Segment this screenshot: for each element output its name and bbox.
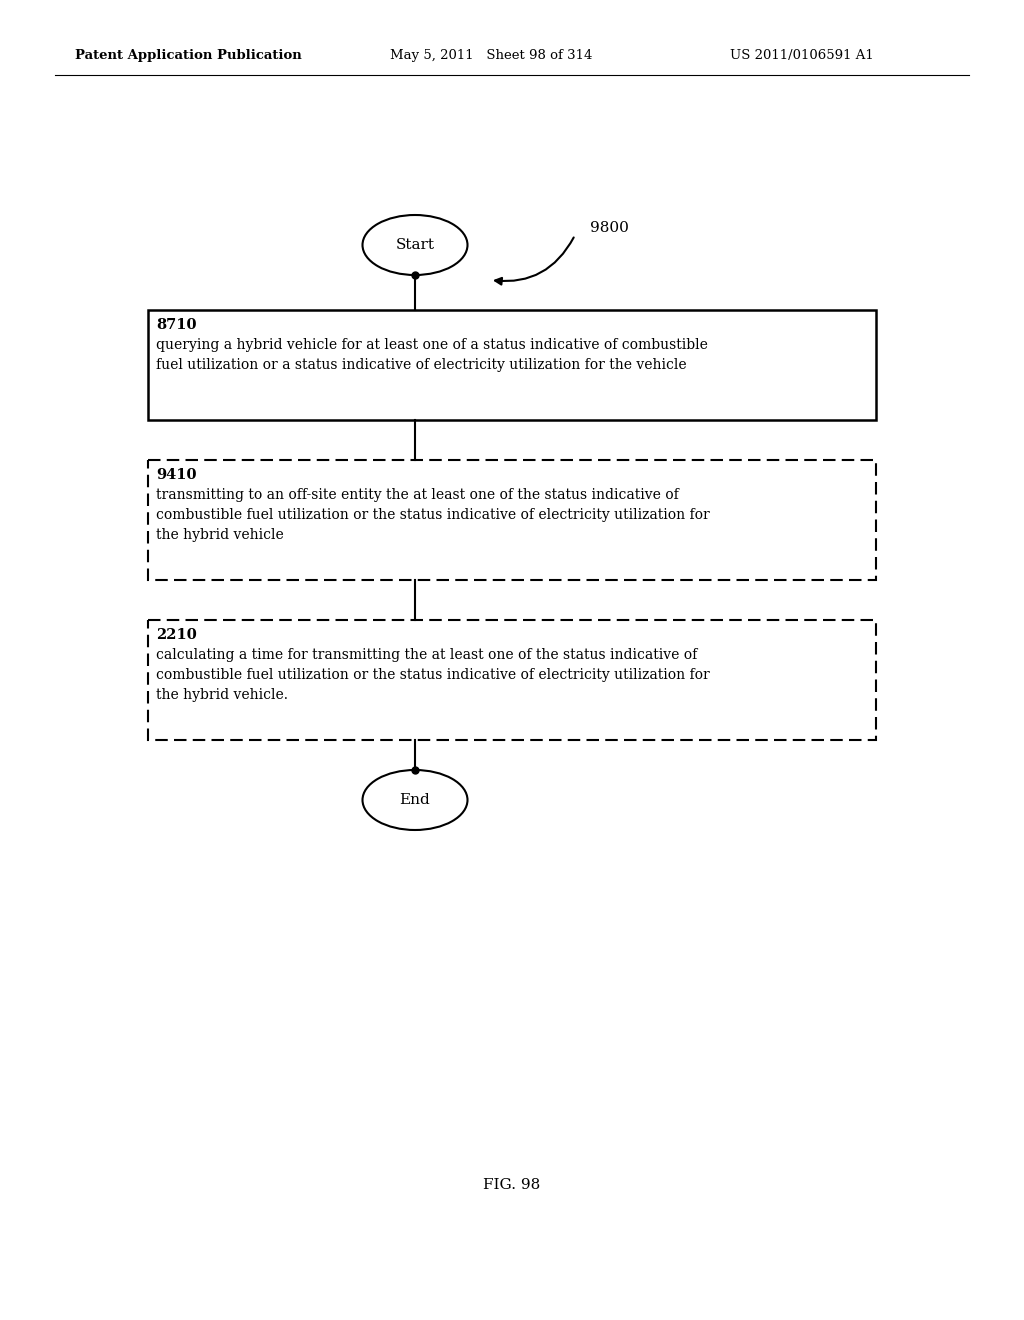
Text: 9800: 9800 xyxy=(590,220,629,235)
Text: US 2011/0106591 A1: US 2011/0106591 A1 xyxy=(730,49,873,62)
Text: 8710: 8710 xyxy=(156,318,197,333)
Text: Patent Application Publication: Patent Application Publication xyxy=(75,49,302,62)
Ellipse shape xyxy=(362,770,468,830)
Text: transmitting to an off-site entity the at least one of the status indicative of
: transmitting to an off-site entity the a… xyxy=(156,488,710,543)
Text: Start: Start xyxy=(395,238,434,252)
Text: querying a hybrid vehicle for at least one of a status indicative of combustible: querying a hybrid vehicle for at least o… xyxy=(156,338,708,372)
Text: End: End xyxy=(399,793,430,807)
Bar xyxy=(148,459,876,579)
Text: calculating a time for transmitting the at least one of the status indicative of: calculating a time for transmitting the … xyxy=(156,648,710,702)
Text: May 5, 2011   Sheet 98 of 314: May 5, 2011 Sheet 98 of 314 xyxy=(390,49,592,62)
Bar xyxy=(148,310,876,420)
Bar xyxy=(148,620,876,741)
Text: 9410: 9410 xyxy=(156,469,197,482)
Text: 2210: 2210 xyxy=(156,628,197,642)
Ellipse shape xyxy=(362,215,468,275)
Text: FIG. 98: FIG. 98 xyxy=(483,1177,541,1192)
